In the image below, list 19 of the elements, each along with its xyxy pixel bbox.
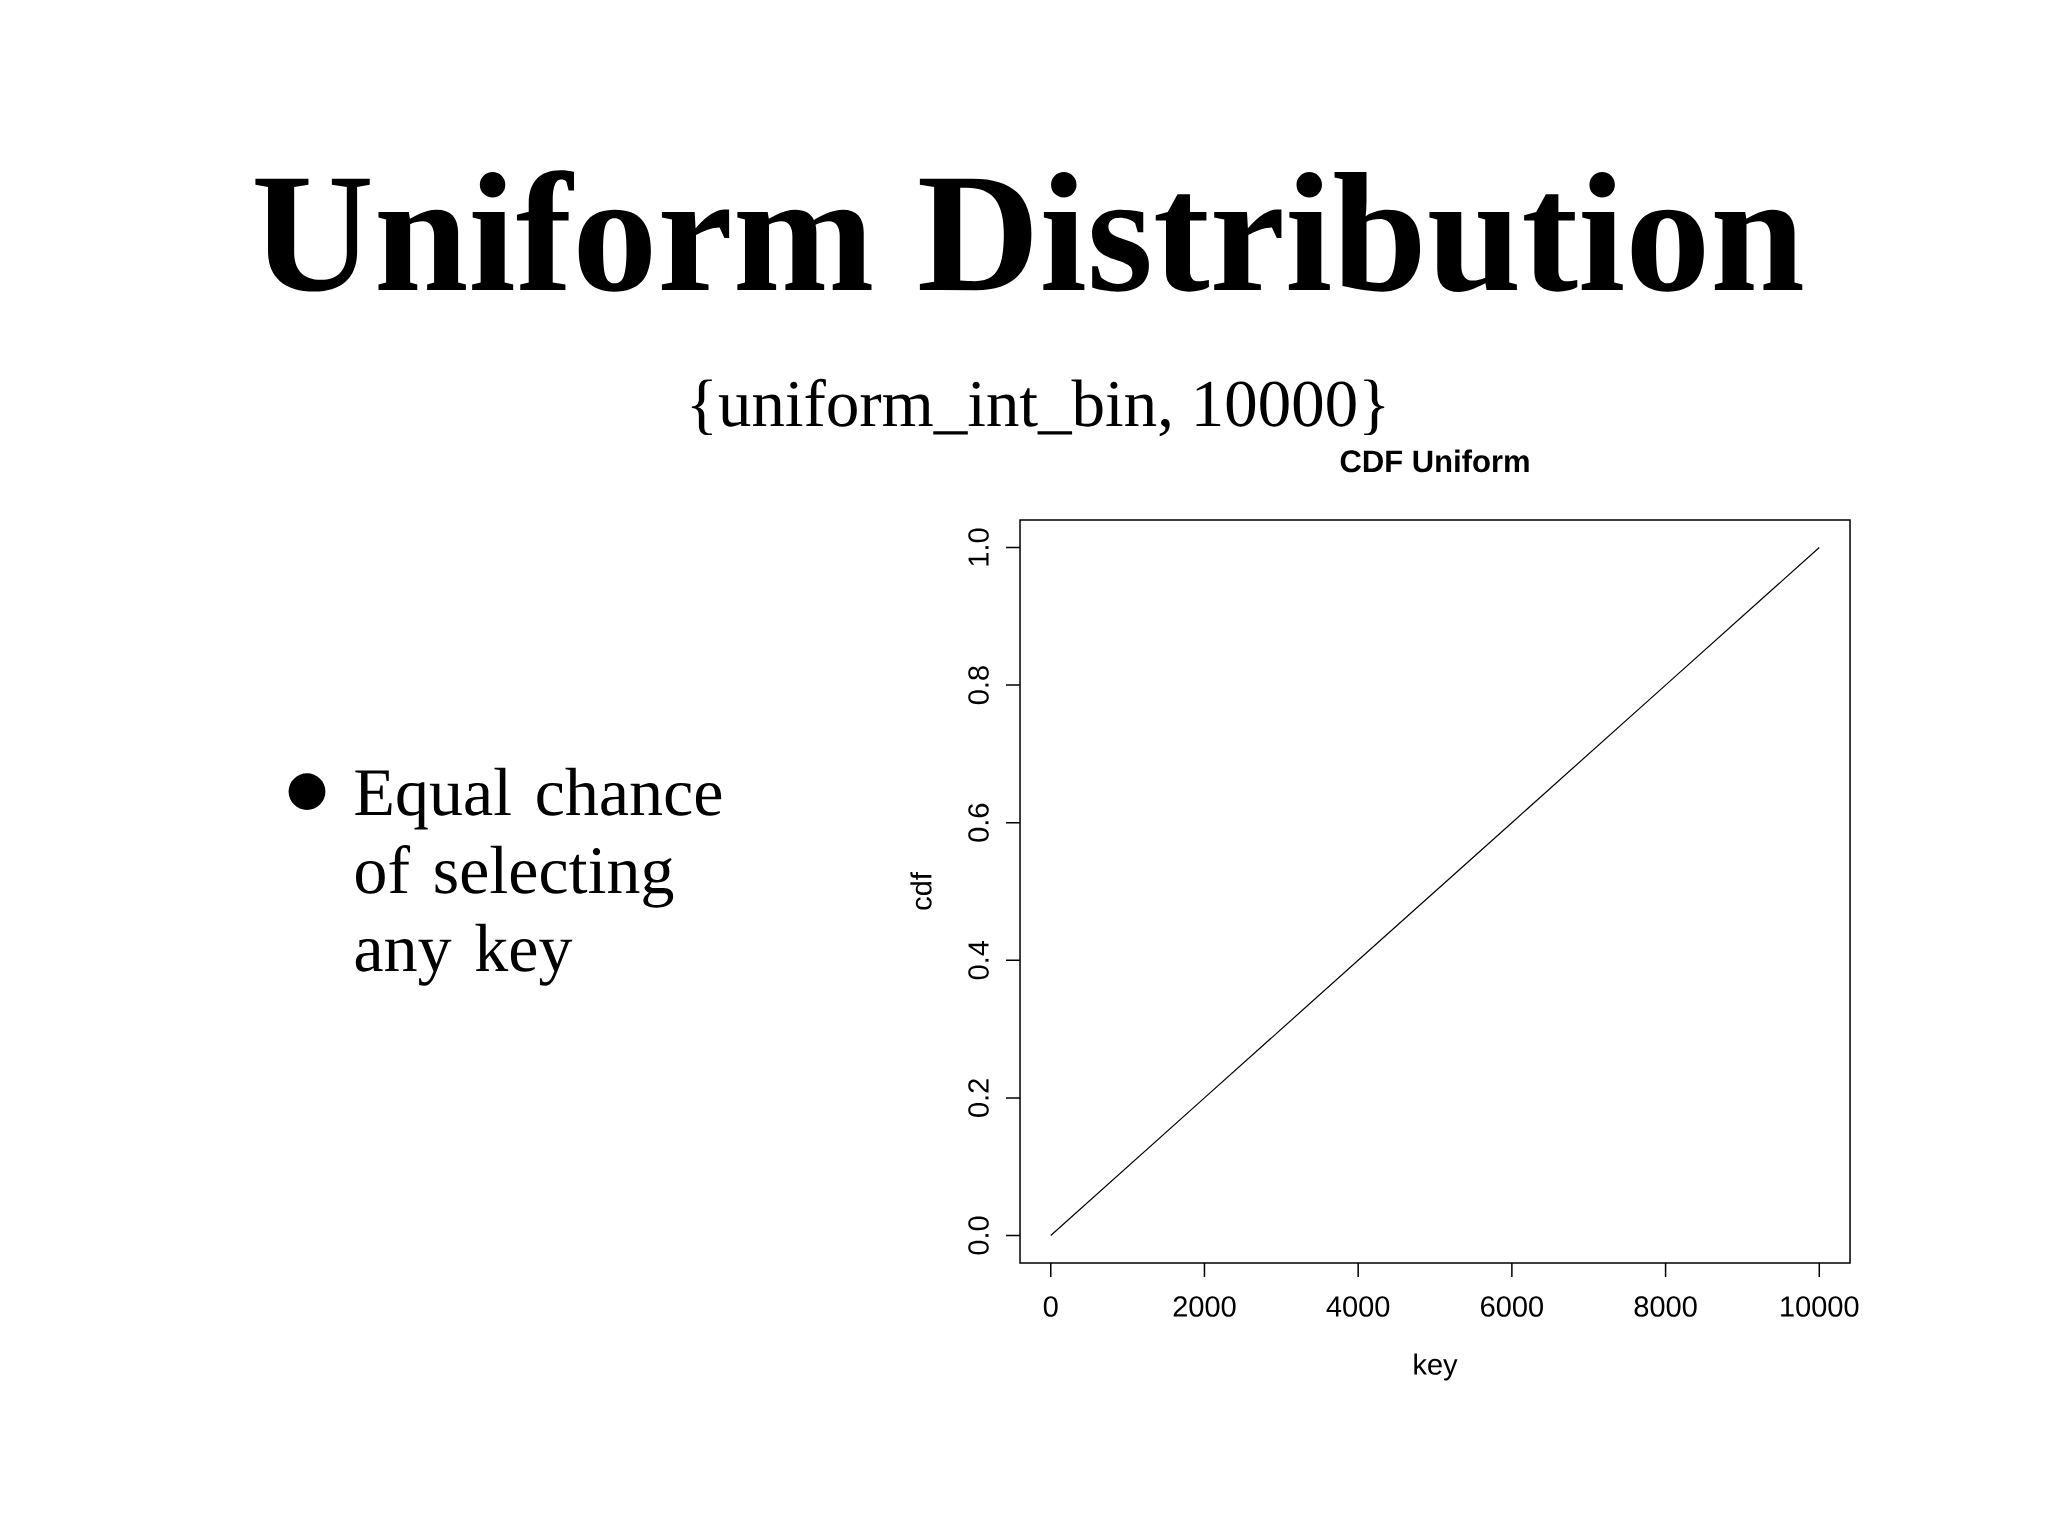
x-tick-label: 8000 (1634, 1296, 1697, 1317)
y-axis-title: cdf (910, 872, 932, 910)
y-tick-label: 0.0 (968, 1216, 989, 1255)
x-tick-label: 2000 (1173, 1296, 1236, 1317)
chart-title: Uniform Distribution (255, 170, 1803, 293)
y-tick-label: 0.8 (968, 666, 989, 705)
x-tick-label: 0 (1043, 1296, 1058, 1317)
text: Equal chance of selecting any key (355, 767, 722, 986)
line-series (1050, 546, 1820, 1237)
y-tick-label: 1.0 (968, 528, 989, 566)
y-tick-label: 0.4 (968, 940, 989, 980)
chart-subtitle: {uniform_int_bin, 10000} (691, 378, 1385, 437)
y-tick-label: 0.6 (968, 803, 989, 842)
y-tick-label: 0.2 (968, 1079, 989, 1117)
x-axis-title: key (1414, 1353, 1458, 1381)
x-tick-label: 10000 (1781, 1296, 1859, 1317)
text: CDF Uniform (1340, 449, 1529, 473)
x-tick-label: 6000 (1481, 1296, 1543, 1317)
x-tick-label: 4000 (1326, 1296, 1390, 1317)
